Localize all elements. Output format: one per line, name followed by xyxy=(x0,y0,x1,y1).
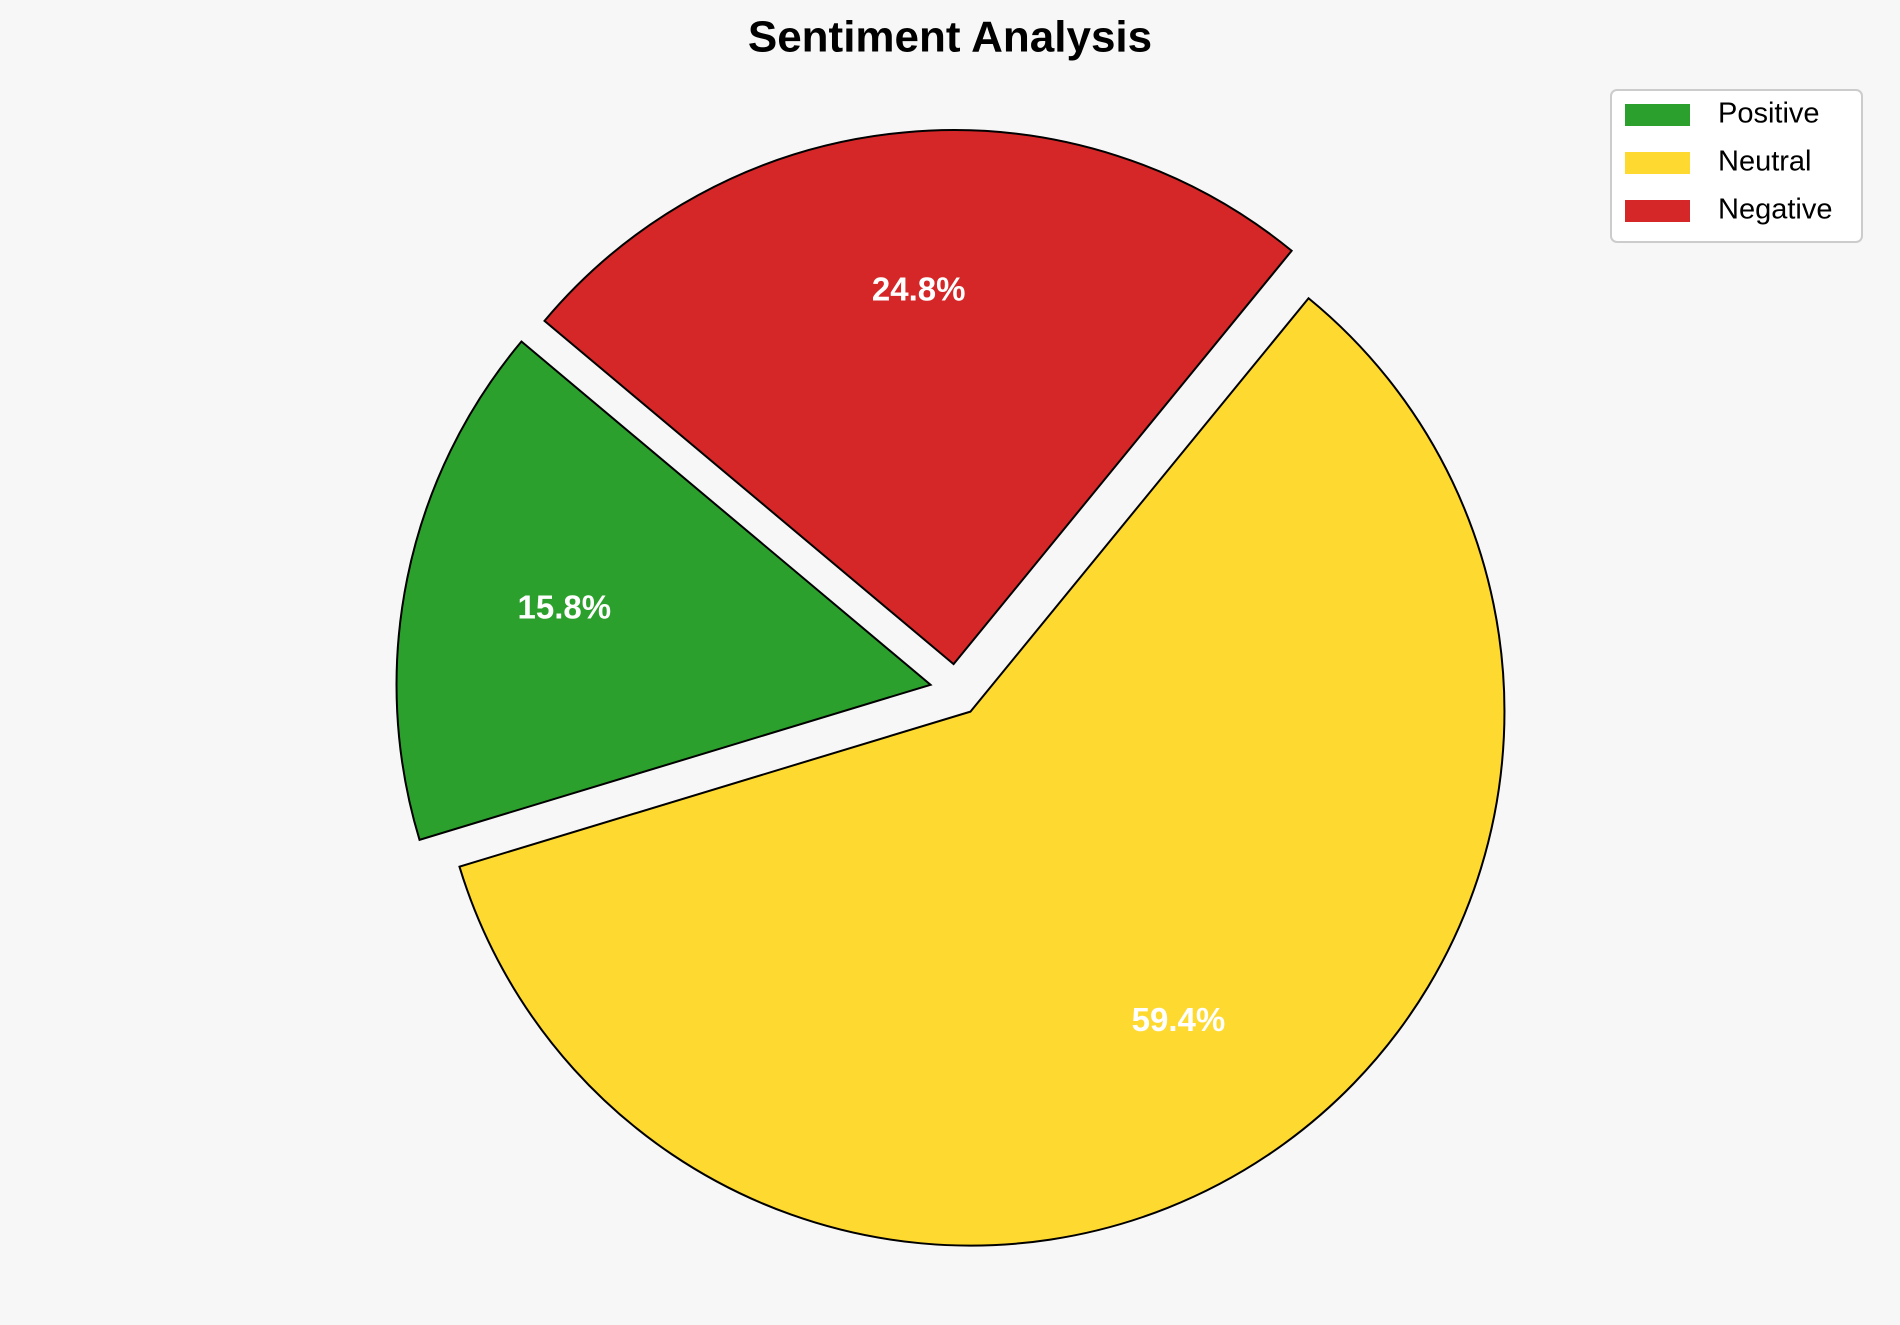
legend-swatch xyxy=(1625,152,1690,174)
legend-label: Positive xyxy=(1718,98,1820,130)
slice-label: 59.4% xyxy=(1132,1001,1226,1038)
slice-label: 24.8% xyxy=(872,271,966,308)
legend: Positive Neutral Negative xyxy=(1610,89,1863,243)
legend-label: Negative xyxy=(1718,194,1832,226)
legend-label: Neutral xyxy=(1718,146,1812,178)
pie-slice xyxy=(395,340,933,842)
slice-label: 15.8% xyxy=(518,589,612,626)
legend-swatch xyxy=(1625,104,1690,126)
pie-slice xyxy=(543,129,1294,666)
chart-title: Sentiment Analysis xyxy=(748,13,1152,62)
pie-slice xyxy=(458,296,1506,1247)
legend-swatch xyxy=(1625,200,1690,222)
